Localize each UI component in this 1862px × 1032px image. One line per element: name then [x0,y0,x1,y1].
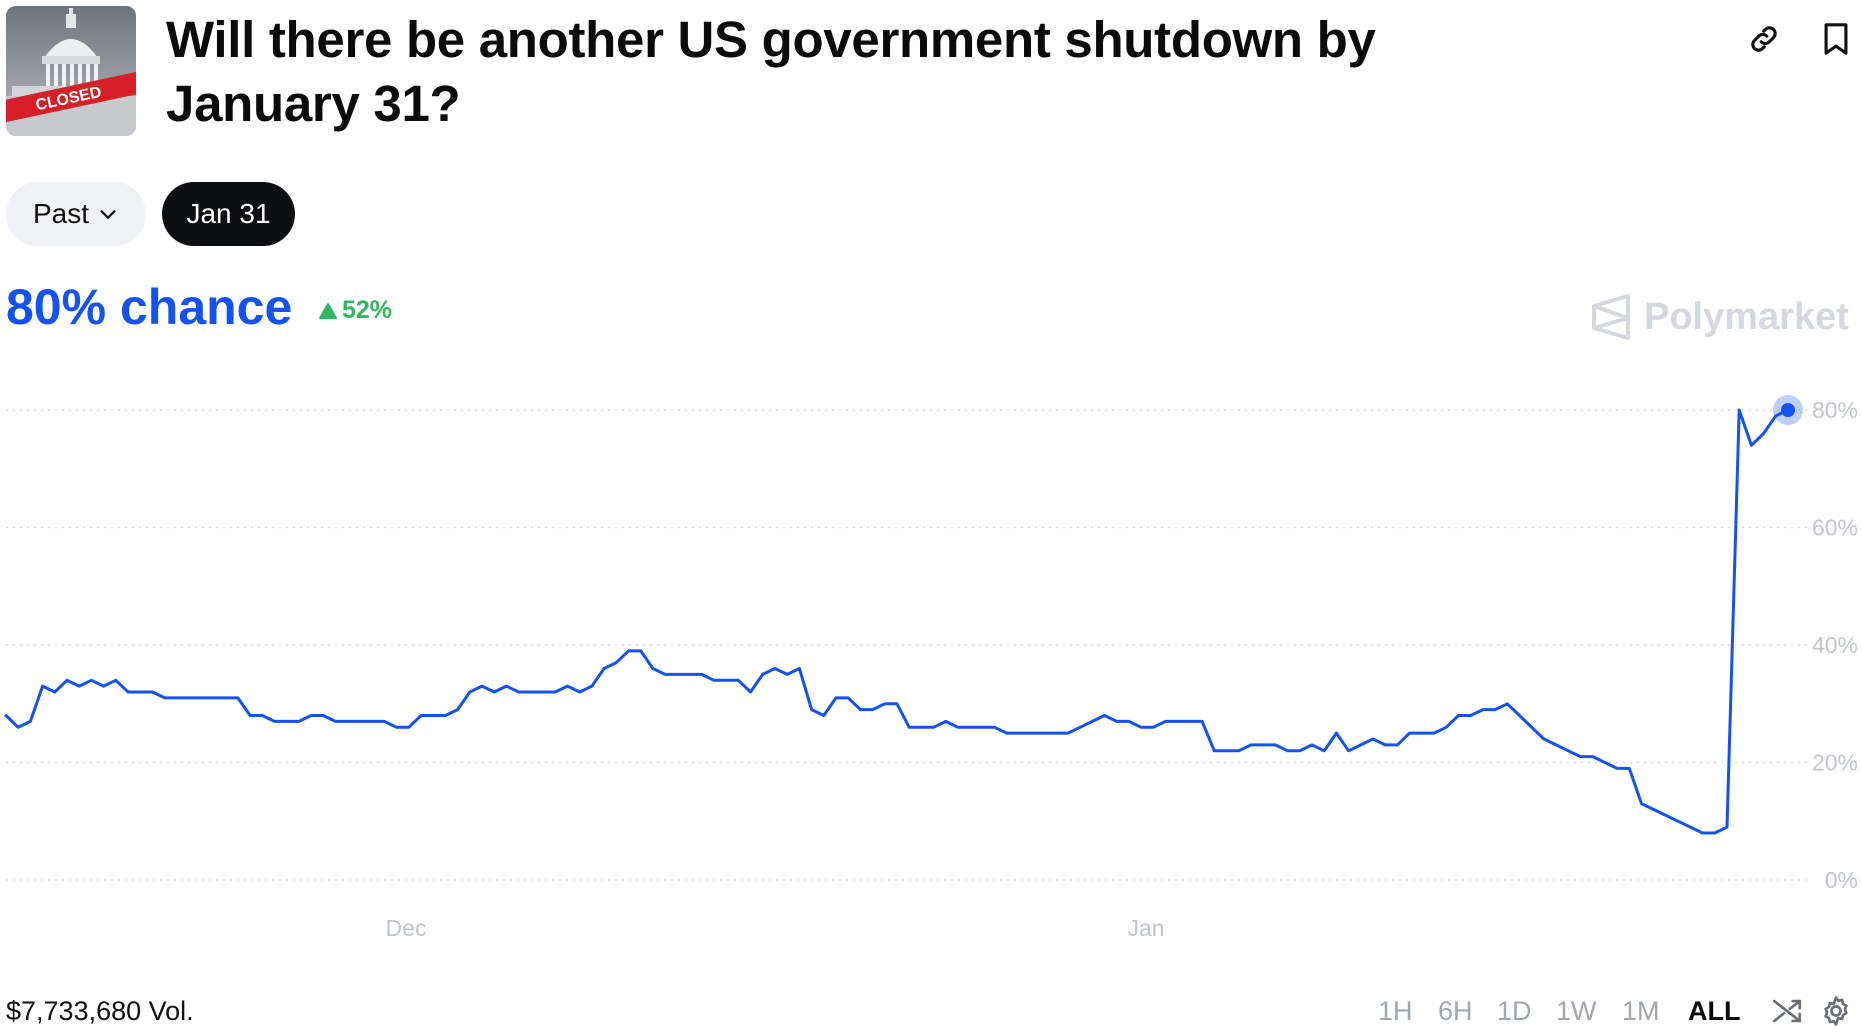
chevron-down-icon [100,210,116,220]
range-6h[interactable]: 6H [1438,996,1473,1026]
range-1w[interactable]: 1W [1556,996,1597,1026]
range-1m[interactable]: 1M [1622,996,1660,1026]
volume-text: $7,733,680 Vol. [6,996,194,1026]
polymarket-logo-icon [1592,294,1630,340]
date-tab-label: Jan 31 [186,198,271,229]
triangle-up-icon [319,302,337,319]
gear-icon [1824,996,1848,1026]
y-tick-label: 40% [1812,632,1858,658]
chance-value: 80% chance [6,279,293,335]
price-chart: 0% 20% 40% 60% 80% Dec Jan [4,395,1858,941]
shuffle-icon [1772,999,1802,1023]
watermark-text: Polymarket [1644,295,1849,338]
y-tick-label: 0% [1825,867,1858,893]
past-dropdown[interactable]: Past [6,182,146,246]
range-all[interactable]: ALL [1688,996,1741,1026]
change-value: 52% [342,296,393,324]
chart-settings-button[interactable] [1817,992,1855,1030]
time-range-selector: 1H 6H 1D 1W 1M ALL [1378,996,1740,1027]
range-1d[interactable]: 1D [1497,996,1532,1026]
link-icon [1751,26,1777,52]
endpoint-point [1781,403,1795,417]
copy-link-button[interactable] [1743,18,1785,60]
y-tick-label: 60% [1812,515,1858,541]
market-thumbnail: CLOSED [6,6,136,136]
series-line [4,408,1790,835]
range-1h[interactable]: 1H [1378,996,1413,1026]
capitol-closed-image: CLOSED [6,6,136,136]
date-tab-jan-31[interactable]: Jan 31 [162,182,295,246]
market-title: Will there be another US government shut… [166,11,1376,132]
bookmark-icon [1824,23,1848,55]
chance-change: 52% [318,296,392,325]
x-tick-label: Dec [386,915,427,941]
x-tick-label: Jan [1127,915,1164,941]
y-tick-label: 80% [1812,397,1858,423]
bookmark-button[interactable] [1815,18,1857,60]
y-tick-label: 20% [1812,750,1858,776]
shuffle-button[interactable] [1768,992,1806,1030]
past-label: Past [32,198,90,229]
polymarket-watermark: Polymarket [1590,294,1849,340]
